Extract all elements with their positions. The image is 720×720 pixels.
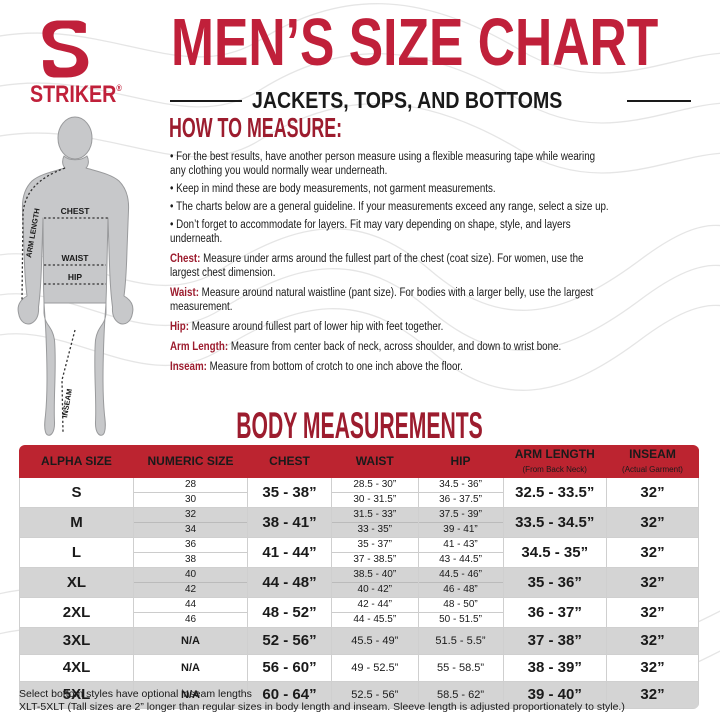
svg-text:CHEST: CHEST: [61, 206, 91, 216]
svg-text:WAIST: WAIST: [62, 253, 90, 263]
svg-text:HIP: HIP: [68, 272, 83, 282]
